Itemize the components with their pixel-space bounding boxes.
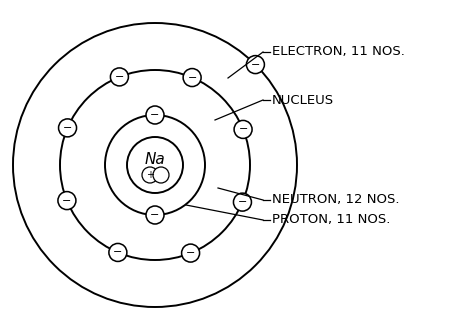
Circle shape	[142, 167, 158, 183]
Text: −: −	[150, 210, 160, 220]
Circle shape	[234, 193, 251, 211]
Text: −: −	[251, 60, 260, 69]
Circle shape	[146, 106, 164, 124]
Text: +: +	[146, 170, 154, 180]
Circle shape	[58, 192, 76, 210]
Text: ELECTRON, 11 NOS.: ELECTRON, 11 NOS.	[272, 45, 405, 59]
Text: −: −	[186, 248, 195, 258]
Circle shape	[110, 68, 128, 86]
Text: NUCLEUS: NUCLEUS	[272, 93, 334, 107]
Circle shape	[234, 120, 252, 139]
Circle shape	[183, 68, 201, 86]
Circle shape	[109, 244, 127, 261]
Text: −: −	[63, 123, 72, 133]
Text: PROTON, 11 NOS.: PROTON, 11 NOS.	[272, 213, 391, 227]
Text: −: −	[238, 124, 248, 134]
Circle shape	[59, 119, 77, 137]
Text: −: −	[238, 197, 247, 207]
Text: −: −	[62, 196, 72, 205]
Circle shape	[146, 206, 164, 224]
Text: Na: Na	[145, 153, 165, 167]
Circle shape	[246, 56, 264, 74]
Text: NEUTRON, 12 NOS.: NEUTRON, 12 NOS.	[272, 194, 400, 206]
Circle shape	[153, 167, 169, 183]
Text: −: −	[113, 247, 123, 258]
Circle shape	[182, 244, 200, 262]
Text: −: −	[187, 73, 197, 83]
Circle shape	[127, 137, 183, 193]
Text: −: −	[150, 110, 160, 120]
Text: −: −	[115, 72, 124, 82]
